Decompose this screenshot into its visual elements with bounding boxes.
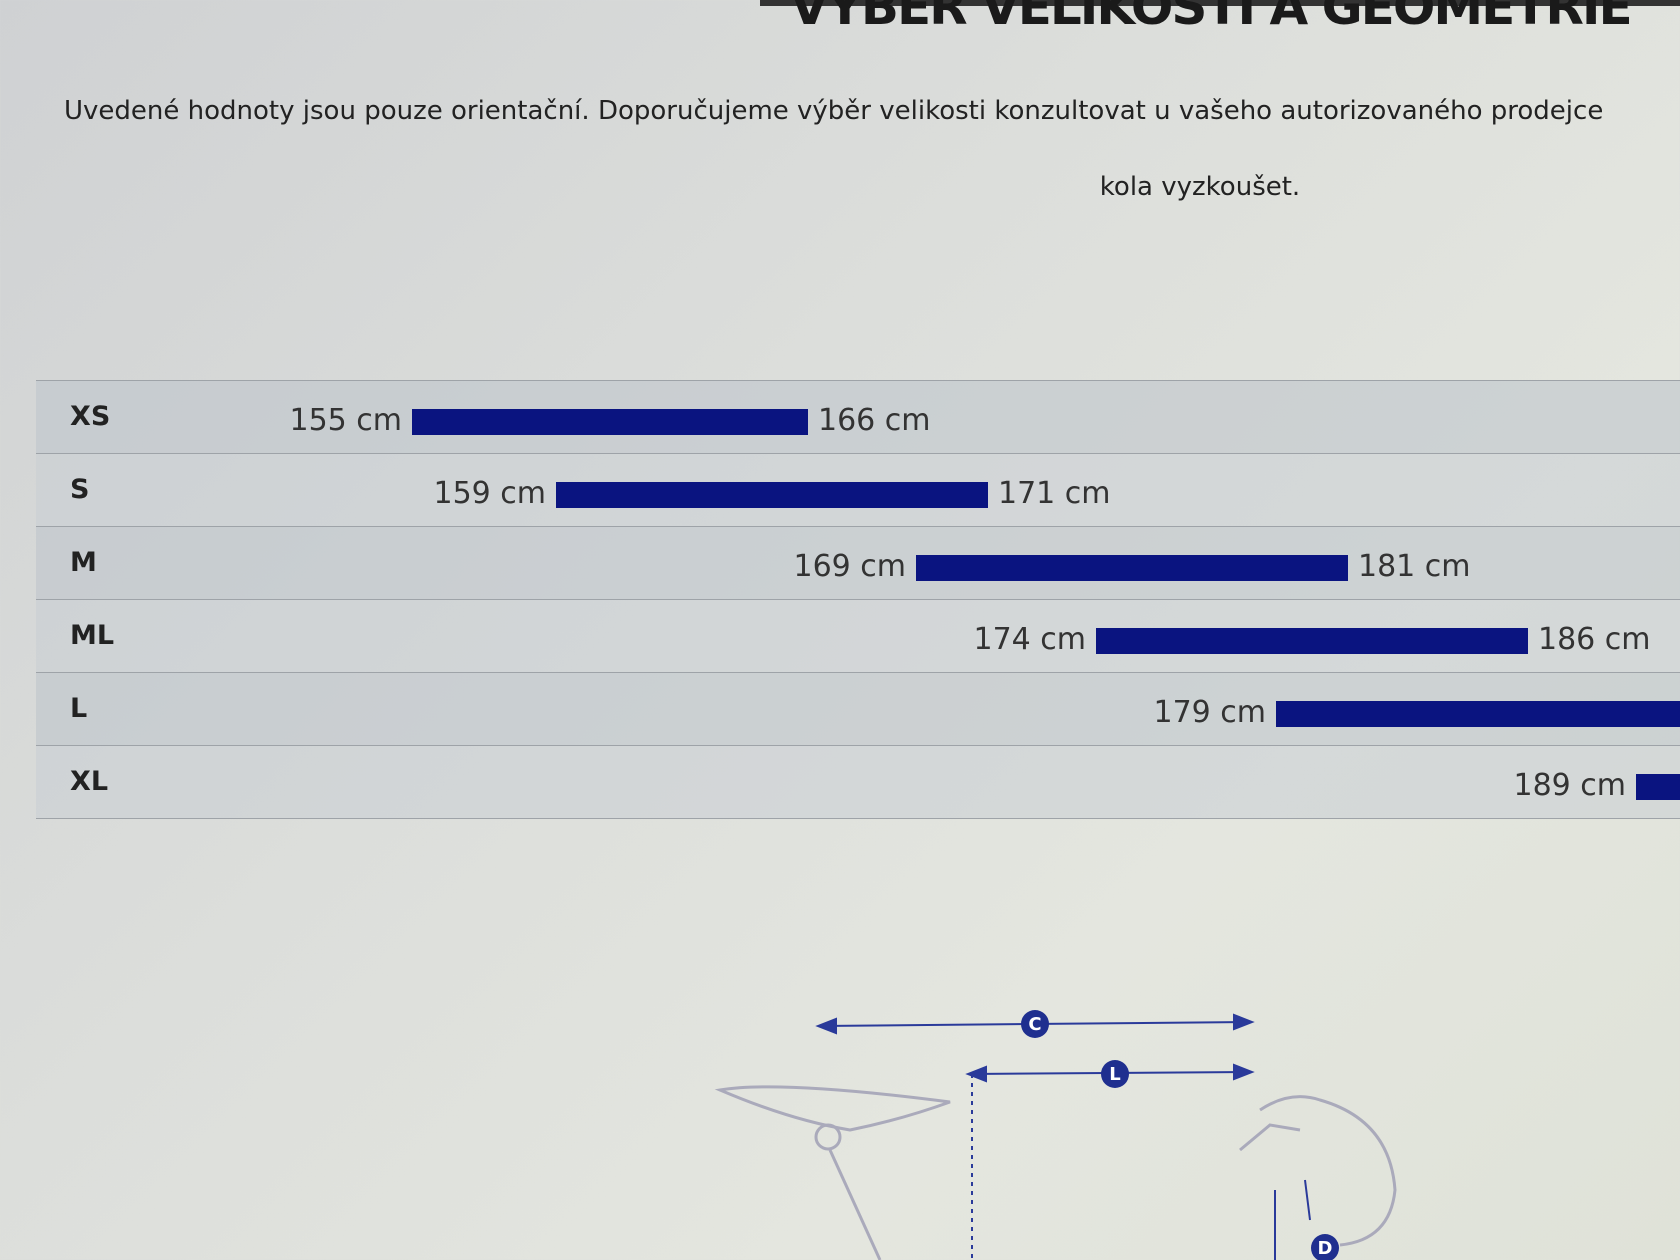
bike-geometry-diagram: C L D xyxy=(714,1010,1397,1260)
page-title: VÝBĚR VELIKOSTI A GEOMETRIE xyxy=(790,0,1633,36)
size-row-m: M 169 cm 181 cm xyxy=(36,526,1680,599)
size-label: XS xyxy=(70,401,111,432)
height-range-bar xyxy=(916,555,1348,581)
min-height-label: 189 cm xyxy=(1513,768,1626,803)
size-label: ML xyxy=(70,620,115,651)
height-range-bar xyxy=(1096,628,1528,654)
height-range-bar xyxy=(1276,701,1680,727)
min-height-label: 174 cm xyxy=(973,622,1086,657)
marker-circle xyxy=(1311,1234,1339,1260)
max-height-label: 171 cm xyxy=(998,476,1111,511)
size-label: L xyxy=(70,693,88,724)
height-range-bar xyxy=(556,482,988,508)
min-height-label: 179 cm xyxy=(1153,695,1266,730)
size-label: M xyxy=(70,547,97,578)
max-height-label: 181 cm xyxy=(1358,549,1471,584)
marker-label: L xyxy=(1109,1064,1120,1085)
size-row-xl: XL 189 cm xyxy=(36,745,1680,819)
min-height-label: 169 cm xyxy=(793,549,906,584)
size-row-ml: ML 174 cm 186 cm xyxy=(36,599,1680,672)
header-rule xyxy=(760,0,1680,6)
height-range-bar xyxy=(412,409,808,435)
size-row-s: S 159 cm 171 cm xyxy=(36,453,1680,526)
height-range-bar xyxy=(1636,774,1680,800)
min-height-label: 159 cm xyxy=(433,476,546,511)
marker-circle xyxy=(1101,1060,1129,1088)
intro-text: Uvedené hodnoty jsou pouze orientační. D… xyxy=(64,96,1604,126)
marker-circle xyxy=(1021,1010,1049,1038)
size-row-l: L 179 cm xyxy=(36,672,1680,745)
size-label: XL xyxy=(70,766,109,797)
size-row-xs: XS 155 cm 166 cm xyxy=(36,380,1680,453)
marker-label: D xyxy=(1318,1238,1333,1259)
max-height-label: 186 cm xyxy=(1538,622,1651,657)
max-height-label: 166 cm xyxy=(818,403,931,438)
size-chart: XS 155 cm 166 cm S 159 cm 171 cm M 169 cm 181 cm… xyxy=(36,380,1680,819)
min-height-label: 155 cm xyxy=(289,403,402,438)
intro-text-line2: kola vyzkoušet. xyxy=(1099,172,1301,202)
size-label: S xyxy=(70,474,90,505)
marker-label: C xyxy=(1028,1014,1041,1035)
